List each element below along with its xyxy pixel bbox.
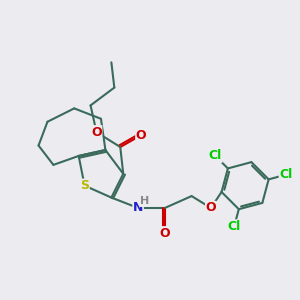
Text: Cl: Cl xyxy=(228,220,241,233)
Text: O: O xyxy=(206,202,216,214)
Text: O: O xyxy=(160,227,170,240)
Text: Cl: Cl xyxy=(279,168,292,181)
Text: N: N xyxy=(133,202,143,214)
Text: O: O xyxy=(136,129,146,142)
Text: S: S xyxy=(80,179,89,192)
Text: O: O xyxy=(91,126,102,139)
Text: Cl: Cl xyxy=(208,149,222,162)
Text: H: H xyxy=(140,196,149,206)
